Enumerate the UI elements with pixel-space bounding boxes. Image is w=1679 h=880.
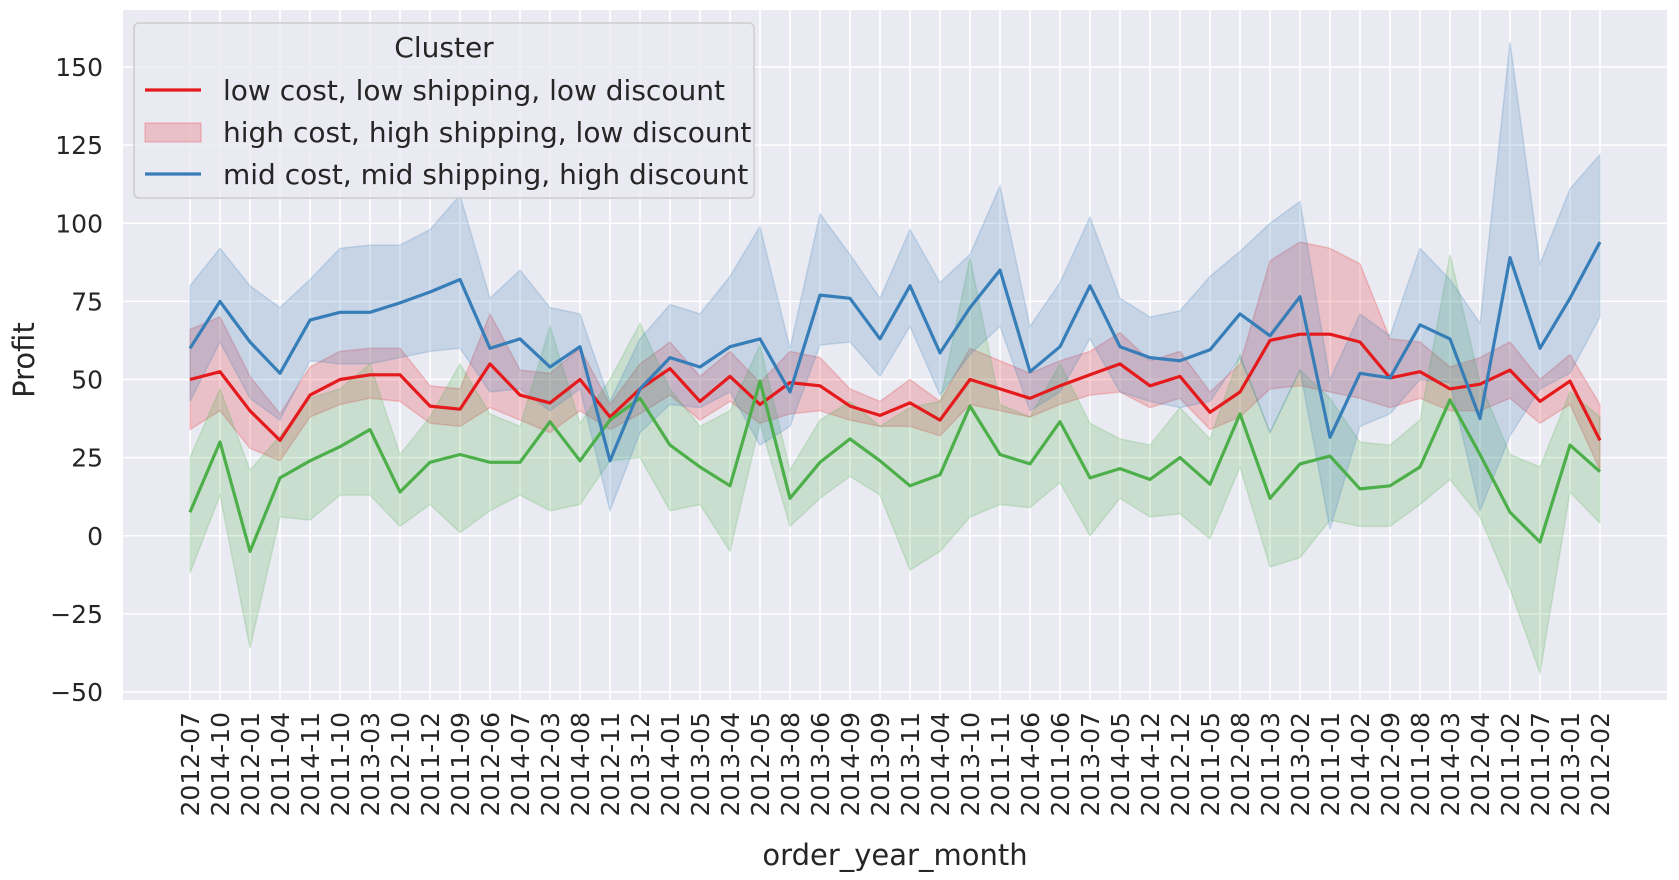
x-tick-label: 2013-08 (776, 712, 805, 816)
x-tick-label: 2011-05 (1196, 712, 1225, 816)
x-tick-label: 2014-12 (1136, 712, 1165, 816)
x-tick-label: 2012-09 (1376, 712, 1405, 816)
y-tick-label: −50 (50, 678, 103, 707)
y-tick-label: 50 (71, 366, 103, 395)
x-tick-label: 2014-02 (1346, 712, 1375, 816)
series-1-line (188, 379, 1602, 554)
x-tick-label: 2012-01 (236, 712, 265, 816)
x-tick-label: 2013-03 (356, 712, 385, 816)
x-tick-label: 2013-11 (896, 712, 925, 816)
x-tick-label: 2014-05 (1106, 712, 1135, 816)
x-axis-ticks: 2012-07 2014-10 2012-01 2011-04 2014-11 2011-… (176, 712, 1615, 816)
grid-lines (123, 10, 1667, 700)
y-tick-label: −25 (50, 600, 103, 629)
x-tick-label: 2013-06 (806, 712, 835, 816)
x-tick-label: 2013-07 (1076, 712, 1105, 816)
x-tick-label: 2012-10 (386, 712, 415, 816)
y-axis-ticks: 150 125 100 75 50 25 0 −25 −50 (50, 53, 103, 707)
x-tick-label: 2014-07 (506, 712, 535, 816)
y-axis-label: Profit (7, 322, 41, 398)
x-tick-label: 2011-11 (986, 712, 1015, 816)
x-tick-label: 2013-04 (716, 712, 745, 816)
x-tick-label: 2011-06 (1046, 712, 1075, 816)
legend: Cluster low cost, low shipping, low disc… (133, 22, 755, 199)
legend-entry-label: mid cost, mid shipping, high discount (223, 158, 748, 191)
x-tick-label: 2012-03 (536, 712, 565, 816)
x-tick-label: 2012-07 (176, 712, 205, 816)
x-tick-label: 2012-08 (1226, 712, 1255, 816)
y-tick-label: 25 (71, 444, 103, 473)
x-tick-label: 2012-11 (596, 712, 625, 816)
x-tick-label: 2012-06 (476, 712, 505, 816)
y-tick-label: 75 (71, 287, 103, 316)
x-tick-label: 2011-12 (416, 712, 445, 816)
x-tick-label: 2013-09 (866, 712, 895, 816)
series-0-line (189, 332, 1602, 442)
x-tick-label: 2014-04 (926, 712, 955, 816)
x-tick-label: 2014-09 (836, 712, 865, 816)
x-tick-label: 2013-12 (626, 712, 655, 816)
y-tick-label: 150 (55, 53, 103, 82)
x-tick-label: 2011-10 (326, 712, 355, 816)
x-tick-label: 2014-10 (206, 712, 235, 816)
x-tick-label: 2011-09 (446, 712, 475, 816)
x-tick-label: 2011-03 (1256, 712, 1285, 816)
x-tick-label: 2013-01 (1556, 712, 1585, 816)
series-lines (188, 241, 1602, 554)
x-tick-label: 2014-06 (1016, 712, 1045, 816)
y-tick-label: 100 (55, 209, 103, 238)
x-tick-label: 2011-02 (1496, 712, 1525, 816)
x-tick-label: 2013-02 (1286, 712, 1315, 816)
x-tick-label: 2014-03 (1436, 712, 1465, 816)
series-2-confidence-band (189, 41, 1601, 530)
x-tick-label: 2013-10 (956, 712, 985, 816)
x-tick-label: 2014-11 (296, 712, 325, 816)
x-tick-label: 2012-02 (1586, 712, 1615, 816)
legend-entry-label: low cost, low shipping, low discount (223, 74, 725, 107)
y-tick-label: 0 (87, 522, 103, 551)
x-tick-label: 2011-08 (1406, 712, 1435, 816)
x-tick-label: 2011-07 (1526, 712, 1555, 816)
x-tick-label: 2014-08 (566, 712, 595, 816)
x-axis-label: order_year_month (762, 838, 1027, 872)
x-tick-label: 2014-01 (656, 712, 685, 816)
x-tick-label: 2013-05 (686, 712, 715, 816)
x-tick-label: 2011-04 (266, 712, 295, 816)
legend-swatch-band (144, 122, 202, 143)
series-2-line (188, 241, 1602, 463)
x-tick-label: 2012-12 (1166, 712, 1195, 816)
y-tick-label: 125 (55, 131, 103, 160)
legend-entries: low cost, low shipping, low discount high… (144, 74, 751, 191)
x-tick-label: 2012-04 (1466, 712, 1495, 816)
x-tick-label: 2012-05 (746, 712, 775, 816)
legend-entry-label: high cost, high shipping, low discount (223, 116, 751, 149)
legend-title: Cluster (394, 31, 494, 64)
x-tick-label: 2011-01 (1316, 712, 1345, 816)
legend-box (133, 22, 755, 199)
